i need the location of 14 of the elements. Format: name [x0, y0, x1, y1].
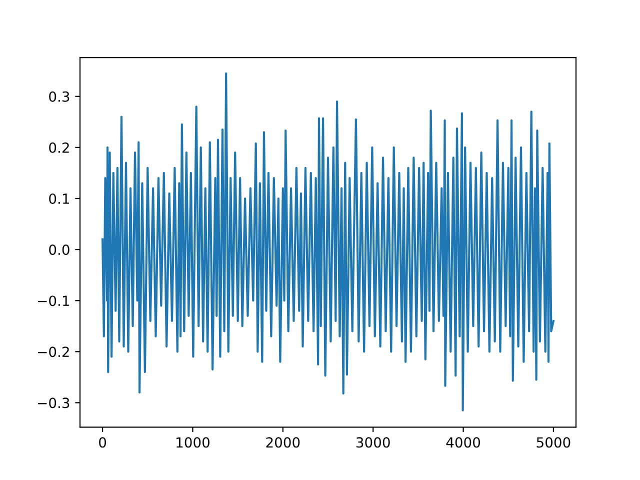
x-tick-label: 4000: [446, 437, 480, 448]
y-tick-label: 0.2: [49, 142, 69, 153]
y-tick-label: 0.1: [49, 193, 69, 204]
line-series: [102, 72, 554, 412]
y-tick-label: 0.3: [49, 91, 70, 102]
x-tick-label: 1000: [176, 437, 210, 448]
x-tick-label: 0: [99, 437, 106, 448]
x-tick-label: 5000: [536, 437, 570, 448]
y-tick-label: 0.0: [49, 244, 70, 256]
y-tick-label: −0.1: [38, 296, 69, 306]
y-tick-label: −0.3: [38, 398, 70, 408]
y-tick-label: −0.2: [38, 346, 69, 358]
x-tick-label: 2000: [266, 437, 300, 448]
x-tick-label: 3000: [356, 437, 390, 448]
